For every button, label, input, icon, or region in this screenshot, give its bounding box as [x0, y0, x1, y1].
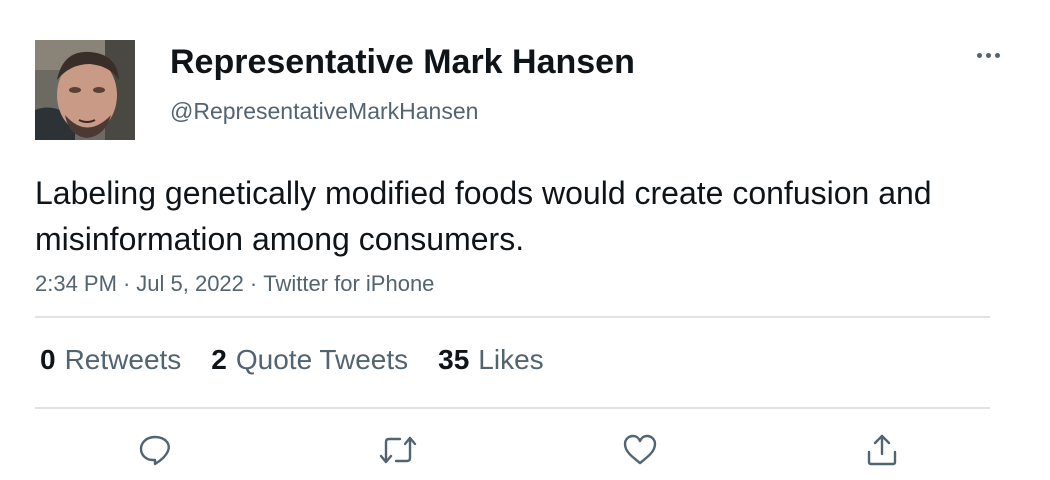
- more-dot: [976, 52, 982, 58]
- likes-stat[interactable]: 35 Likes: [438, 340, 544, 380]
- tweet-source[interactable]: Twitter for iPhone: [263, 271, 435, 296]
- retweets-count: 0: [40, 344, 56, 375]
- retweets-stat[interactable]: 0 Retweets: [40, 340, 181, 380]
- tweet-text: Labeling genetically modified foods woul…: [35, 175, 932, 257]
- retweet-icon: [379, 436, 417, 464]
- quote-tweets-stat[interactable]: 2 Quote Tweets: [211, 340, 408, 380]
- quote-tweets-label: Quote Tweets: [235, 344, 409, 375]
- likes-count: 35: [438, 344, 470, 375]
- author-display-name[interactable]: Representative Mark Hansen: [170, 43, 635, 81]
- avatar[interactable]: [35, 40, 135, 140]
- more-dot: [994, 52, 1000, 58]
- like-icon: [623, 434, 657, 465]
- tweet-date[interactable]: Jul 5, 2022: [136, 271, 244, 296]
- share-button[interactable]: [862, 430, 902, 470]
- tweet-time[interactable]: 2:34 PM: [35, 271, 117, 296]
- reply-button[interactable]: [135, 430, 175, 470]
- retweet-button[interactable]: [378, 430, 418, 470]
- like-button[interactable]: [620, 430, 660, 470]
- action-bar: [0, 430, 1050, 470]
- share-icon: [867, 434, 897, 466]
- author-handle[interactable]: @RepresentativeMarkHansen: [170, 98, 479, 124]
- engagement-stats: 0 Retweets 2 Quote Tweets 35 Likes: [40, 340, 544, 380]
- divider: [35, 407, 990, 409]
- tweet-meta: 2:34 PM · Jul 5, 2022 · Twitter for iPhone: [35, 268, 434, 300]
- avatar-photo: [35, 40, 135, 140]
- meta-separator: ·: [122, 271, 131, 296]
- more-options-icon[interactable]: [968, 40, 1008, 70]
- more-dot: [985, 52, 991, 58]
- likes-label: Likes: [478, 344, 544, 375]
- reply-icon: [139, 435, 170, 466]
- retweets-label: Retweets: [64, 344, 182, 375]
- meta-separator: ·: [249, 271, 258, 296]
- quote-tweets-count: 2: [211, 344, 227, 375]
- divider: [35, 316, 990, 318]
